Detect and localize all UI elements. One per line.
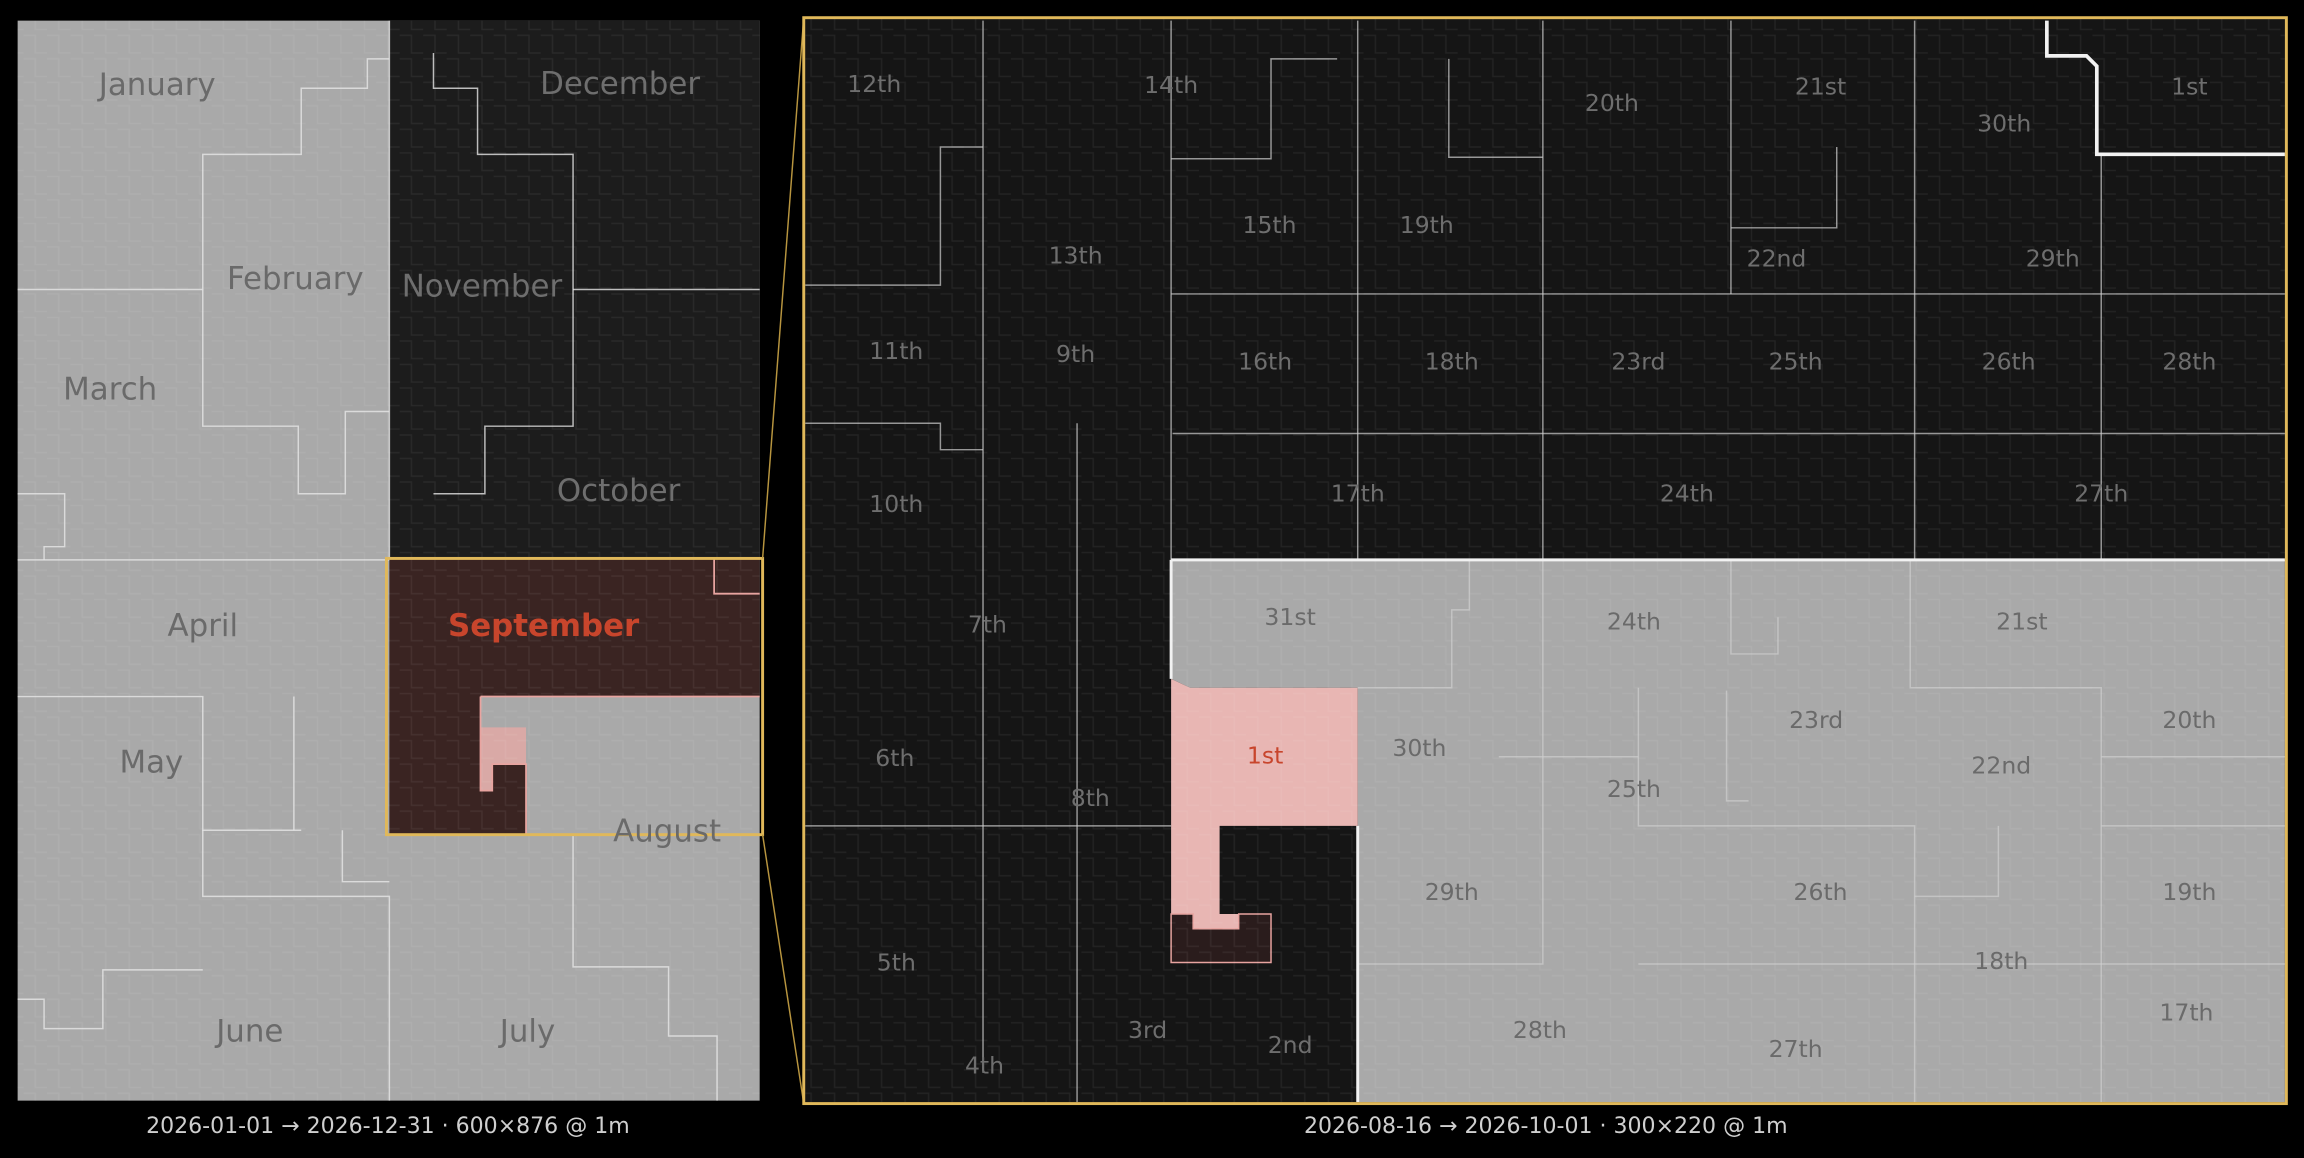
day-label: 22nd	[1971, 752, 2031, 780]
day-label: 14th	[1144, 71, 1198, 99]
day-label: 29th	[1425, 878, 1479, 906]
day-label: 27th	[2074, 480, 2128, 508]
month-label: October	[557, 473, 681, 509]
day-label: 27th	[1769, 1035, 1823, 1063]
day-label: 15th	[1243, 211, 1297, 239]
day-label: 1st	[1247, 741, 1283, 769]
month-label: September	[448, 608, 640, 644]
month-label: November	[402, 269, 563, 305]
day-label: 16th	[1238, 348, 1292, 376]
overview-caption: 2026-01-01 → 2026-12-31 · 600×876 @ 1m	[146, 1114, 630, 1139]
day-label: 26th	[1794, 878, 1848, 906]
day-label: 17th	[2159, 998, 2213, 1026]
day-label: 5th	[877, 948, 916, 976]
month-label: March	[63, 371, 157, 407]
day-label: 4th	[965, 1051, 1004, 1079]
day-label: 6th	[875, 744, 914, 772]
day-label: 30th	[1977, 109, 2031, 137]
detail-caption: 2026-08-16 → 2026-10-01 · 300×220 @ 1m	[1304, 1114, 1788, 1139]
day-label: 9th	[1056, 340, 1095, 368]
day-label: 28th	[2162, 348, 2216, 376]
day-label: 8th	[1071, 784, 1110, 812]
detail-panel	[802, 16, 2288, 1106]
day-label: 23rd	[1789, 706, 1843, 734]
day-label: 22nd	[1747, 245, 1807, 273]
zoom-connector	[761, 17, 805, 1104]
day-label: 21st	[1795, 73, 1846, 101]
day-label: 2nd	[1268, 1031, 1313, 1059]
day-label: 26th	[1982, 348, 2036, 376]
day-label: 13th	[1049, 242, 1103, 270]
day-label: 3rd	[1128, 1016, 1167, 1044]
day-label: 25th	[1769, 348, 1823, 376]
day-label: 31st	[1264, 603, 1315, 631]
day-label: 29th	[2026, 245, 2080, 273]
day-label: 23rd	[1611, 348, 1665, 376]
day-label: 24th	[1607, 608, 1661, 636]
day-label: 19th	[1400, 211, 1454, 239]
day-label: 19th	[2162, 878, 2216, 906]
day-label: 10th	[869, 490, 923, 518]
month-label: August	[613, 814, 721, 850]
day-label: 12th	[847, 70, 901, 98]
day-label: 28th	[1513, 1016, 1567, 1044]
month-label: December	[540, 66, 700, 102]
month-label: April	[168, 608, 238, 644]
month-label: February	[227, 261, 364, 297]
day-label: 30th	[1392, 734, 1446, 762]
month-label: July	[498, 1014, 555, 1050]
day-label: 1st	[2171, 73, 2207, 101]
day-label: 18th	[1425, 348, 1479, 376]
day-label: 25th	[1607, 775, 1661, 803]
day-label: 11th	[869, 337, 923, 365]
month-label: May	[119, 745, 183, 781]
month-label: June	[214, 1014, 283, 1050]
day-label: 21st	[1996, 608, 2047, 636]
day-label: 20th	[2162, 706, 2216, 734]
month-label: January	[97, 67, 216, 103]
day-label: 18th	[1974, 947, 2028, 975]
day-label: 24th	[1660, 480, 1714, 508]
day-label: 20th	[1585, 89, 1639, 117]
overview-panel	[17, 20, 765, 1101]
day-label: 17th	[1331, 480, 1385, 508]
day-label: 7th	[968, 611, 1007, 639]
